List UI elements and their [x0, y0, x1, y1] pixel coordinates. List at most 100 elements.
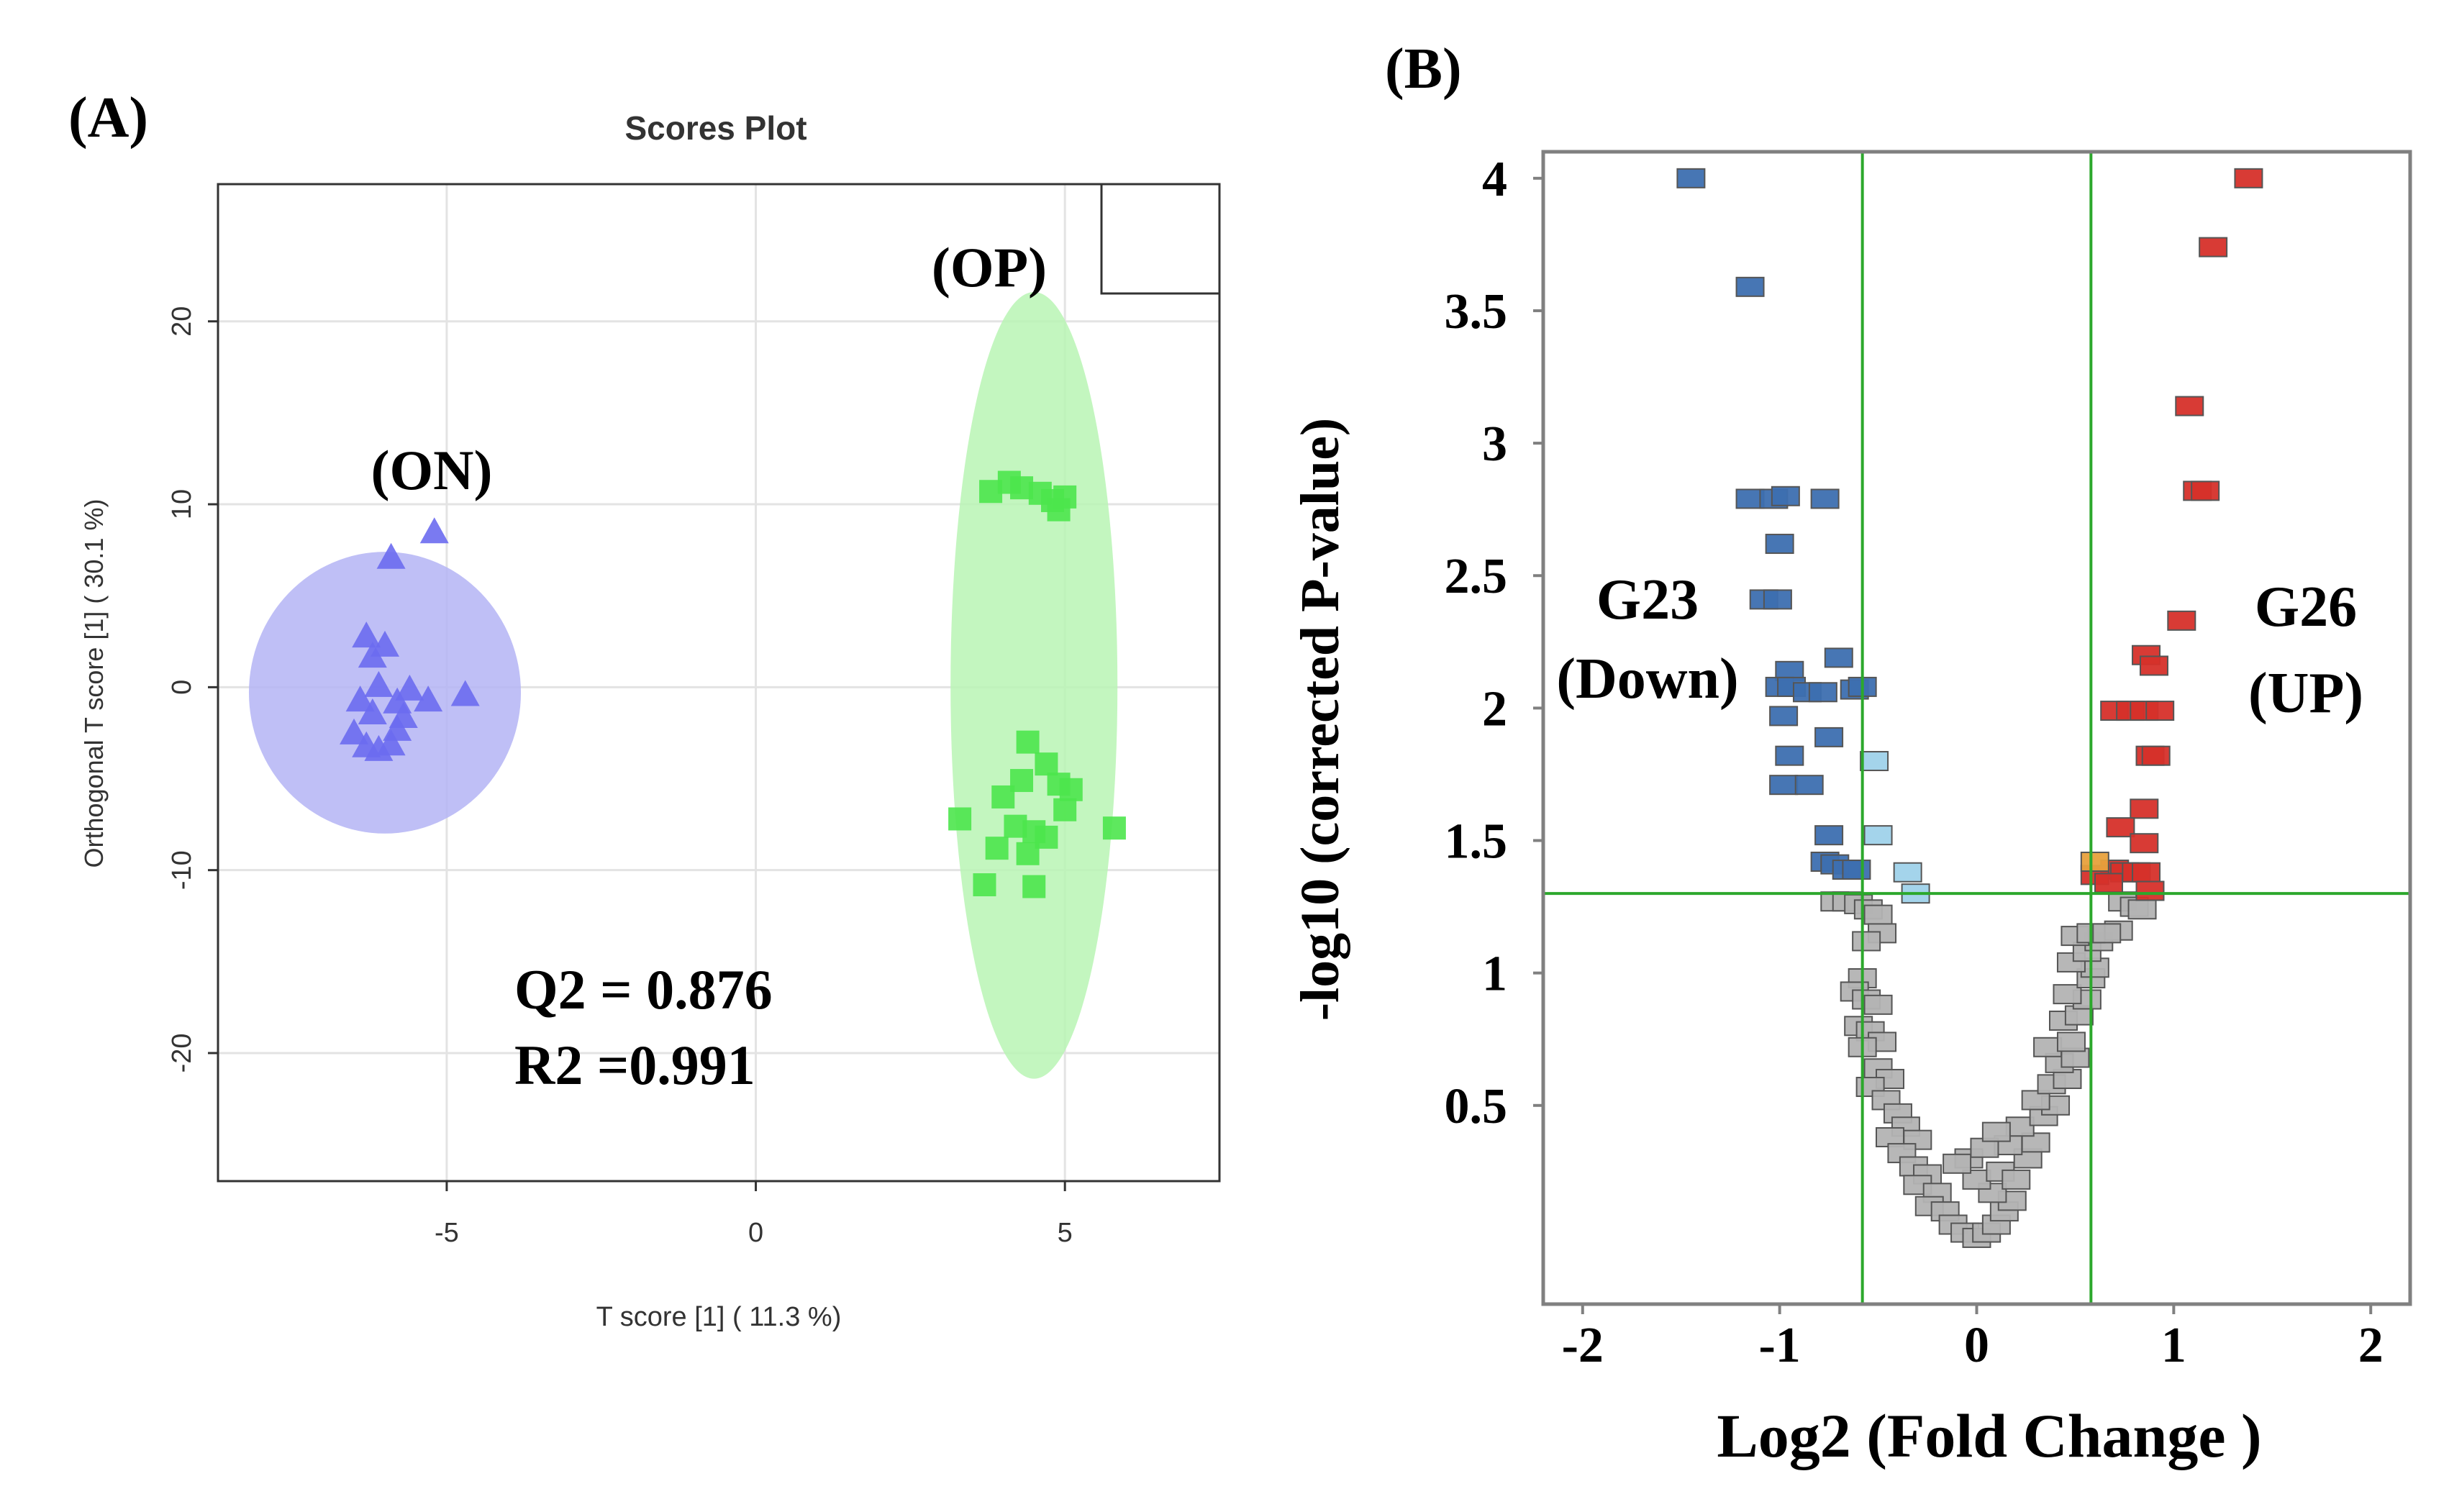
panel-b-y-tick-label: 1.5 — [1445, 814, 1508, 870]
on-point — [414, 686, 443, 712]
panel-a: (A) Scores Plot -5 0 5 -20 -10 0 10 20 T score … — [68, 86, 1221, 1332]
panel-a-label: (A) — [68, 86, 148, 150]
panel-a-q2-annotation: Q2 = 0.876 — [514, 958, 773, 1021]
ns-point — [2127, 899, 2157, 920]
on-point — [371, 630, 399, 657]
on-point — [340, 718, 369, 744]
on-point — [395, 674, 424, 701]
panel-a-y-tick-label: 0 — [167, 680, 197, 695]
up-point — [2234, 168, 2263, 188]
panel-a-points — [340, 470, 1126, 898]
panel-a-group-label-op: (OP) — [932, 236, 1047, 299]
down-point — [1769, 775, 1799, 796]
down-point — [1763, 589, 1792, 610]
down-point — [1814, 825, 1844, 846]
panel-a-x-axis-label: T score [1] ( 11.3 %) — [596, 1302, 842, 1332]
up_light-point — [2080, 851, 2109, 872]
panel-b-x-tick-label: -1 — [1758, 1318, 1800, 1373]
op-point — [1053, 485, 1077, 509]
down-point — [1765, 534, 1794, 555]
panel-b-y-axis-label: -log10 (corrected P-value) — [1290, 418, 1350, 1021]
op-point — [973, 873, 996, 897]
up-point — [2199, 237, 2228, 258]
panel-a-y-tick-label: -10 — [167, 850, 197, 890]
panel-b-plot-frame — [1541, 150, 2412, 1306]
op-point — [1053, 798, 1077, 821]
down-point — [1810, 488, 1840, 509]
panel-b: (B) -2 -1 0 1 2 0.5 1 1.5 2 2.5 3 3.5 4 Log2 (Fold C… — [1290, 37, 2412, 1470]
on-point — [352, 621, 381, 648]
op-point — [1016, 730, 1040, 754]
up-point — [2145, 701, 2175, 721]
op-point — [991, 785, 1015, 809]
panel-b-x-axis-label: Log2 (Fold Change ) — [1717, 1401, 2261, 1470]
panel-b-y-tick-label: 2.5 — [1445, 549, 1508, 604]
panel-a-y-tick-label: 10 — [167, 489, 197, 519]
panel-b-ticks: -2 -1 0 1 2 0.5 1 1.5 2 2.5 3 3.5 4 — [1445, 152, 2384, 1373]
ns-point — [1943, 1153, 1972, 1174]
panel-a-r2-annotation: R2 =0.991 — [514, 1034, 755, 1096]
panel-b-annotation-down: (Down) — [1556, 647, 1738, 711]
up-point — [2130, 798, 2159, 819]
up-point — [2191, 481, 2220, 501]
ns-point — [2056, 1031, 2086, 1052]
panel-b-y-tick-label: 3 — [1482, 416, 1507, 472]
on-point — [345, 686, 375, 712]
down-point — [1814, 727, 1844, 747]
panel-b-annotation-g23: G23 — [1596, 568, 1699, 632]
panel-b-x-tick-label: 2 — [2358, 1318, 2384, 1373]
panel-b-annotation-up: (UP) — [2248, 662, 2363, 725]
up-point — [2135, 880, 2165, 901]
down-point — [1824, 647, 1853, 668]
down-point — [1735, 276, 1765, 297]
ns-point — [2092, 923, 2122, 944]
panel-a-x-tick-label: -5 — [435, 1218, 459, 1248]
panel-a-plot-frame — [217, 183, 1221, 1183]
ns-point — [1981, 1121, 2011, 1142]
down-point — [1775, 745, 1804, 766]
panel-a-y-tick-label: -20 — [167, 1034, 197, 1073]
on-point — [358, 698, 387, 724]
on-point — [376, 542, 406, 569]
down-point — [1769, 706, 1799, 727]
panel-b-y-tick-label: 3.5 — [1445, 284, 1508, 340]
op-point — [1022, 875, 1046, 898]
up-point — [2139, 655, 2168, 676]
up-point — [2175, 396, 2204, 416]
op-point — [985, 837, 1009, 860]
panel-b-label: (B) — [1385, 37, 1462, 101]
up-point — [2094, 873, 2123, 893]
up-point — [2130, 833, 2159, 854]
ns-point — [2002, 1169, 2031, 1190]
panel-a-legend-box — [1100, 183, 1221, 295]
down-point — [1676, 168, 1706, 188]
on-point — [364, 670, 394, 697]
down-point — [1735, 488, 1765, 509]
on-point — [364, 734, 394, 761]
op-point — [1035, 752, 1058, 776]
panel-b-y-tick-label: 1 — [1482, 947, 1507, 1002]
op-point — [1102, 816, 1126, 840]
panel-b-y-tick-label: 4 — [1482, 152, 1507, 207]
on-point — [358, 642, 387, 668]
panel-a-title: Scores Plot — [624, 109, 807, 147]
panel-b-points — [1676, 168, 2263, 1248]
panel-a-y-tick-label: 20 — [167, 306, 197, 337]
up-point — [2141, 745, 2171, 766]
ns-point — [2053, 984, 2082, 1005]
up-point — [2106, 817, 2135, 838]
panel-b-threshold-lines — [1543, 152, 2410, 1304]
panel-a-ticks: -5 0 5 -20 -10 0 10 20 — [167, 306, 1073, 1248]
ns-point — [1863, 994, 1893, 1015]
down_light-point — [1860, 751, 1889, 772]
down-point — [1842, 860, 1871, 880]
down-point — [1771, 486, 1800, 506]
on-point — [419, 517, 449, 544]
panel-b-y-tick-label: 2 — [1482, 681, 1507, 737]
ns-point — [1863, 904, 1893, 925]
up-point — [2132, 862, 2161, 883]
panel-a-x-tick-label: 0 — [748, 1218, 763, 1248]
panel-a-group-label-on: (ON) — [371, 439, 493, 501]
down_light-point — [1863, 825, 1893, 846]
